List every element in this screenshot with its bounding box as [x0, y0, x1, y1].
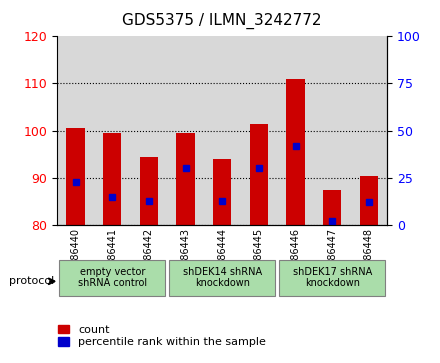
Bar — [57, 36, 94, 225]
Bar — [250, 123, 268, 225]
Text: protocol: protocol — [9, 276, 54, 286]
Text: shDEK14 shRNA
knockdown: shDEK14 shRNA knockdown — [183, 267, 262, 289]
Text: shDEK17 shRNA
knockdown: shDEK17 shRNA knockdown — [293, 267, 372, 289]
Bar — [286, 79, 305, 225]
Bar — [176, 133, 195, 225]
Bar — [204, 36, 241, 225]
Bar — [131, 36, 167, 225]
Bar — [167, 36, 204, 225]
Text: empty vector
shRNA control: empty vector shRNA control — [77, 267, 147, 289]
FancyBboxPatch shape — [59, 260, 165, 295]
Bar — [241, 36, 277, 225]
Bar — [351, 36, 387, 225]
Bar — [103, 133, 121, 225]
FancyBboxPatch shape — [169, 260, 275, 295]
Bar — [140, 156, 158, 225]
Legend: count, percentile rank within the sample: count, percentile rank within the sample — [59, 325, 266, 347]
Bar — [277, 36, 314, 225]
Text: GDS5375 / ILMN_3242772: GDS5375 / ILMN_3242772 — [122, 13, 322, 29]
Bar — [360, 175, 378, 225]
Bar — [323, 189, 341, 225]
Bar — [66, 128, 85, 225]
Bar — [213, 159, 231, 225]
Bar — [314, 36, 351, 225]
Bar — [94, 36, 131, 225]
FancyBboxPatch shape — [279, 260, 385, 295]
